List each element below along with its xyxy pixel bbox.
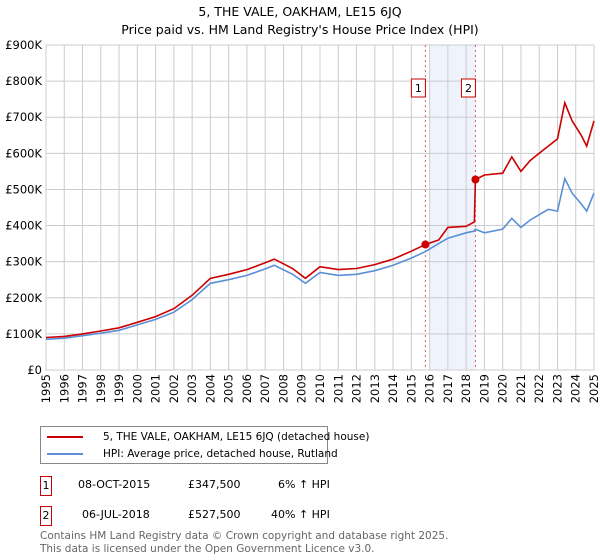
series-line bbox=[45, 100, 595, 339]
chart-title: 5, THE VALE, OAKHAM, LE15 6JQ bbox=[198, 4, 402, 19]
sale-label: 2 bbox=[465, 82, 472, 95]
y-tick-label: £100K bbox=[5, 327, 42, 341]
x-tick-label: 2004 bbox=[203, 374, 217, 403]
x-tick-label: 2001 bbox=[149, 374, 163, 403]
y-tick-label: £0 bbox=[27, 363, 42, 377]
transaction-row: 1 08-OCT-2015 £347,500 6% ↑ HPI bbox=[40, 476, 340, 496]
legend-swatch-hpi bbox=[47, 453, 83, 455]
footer: Contains HM Land Registry data © Crown c… bbox=[40, 530, 448, 556]
x-tick-label: 2005 bbox=[222, 374, 236, 403]
legend: 5, THE VALE, OAKHAM, LE15 6JQ (detached … bbox=[40, 426, 369, 464]
x-tick-label: 2023 bbox=[550, 374, 564, 403]
transaction-row: 2 06-JUL-2018 £527,500 40% ↑ HPI bbox=[40, 506, 340, 526]
x-tick-label: 2022 bbox=[532, 374, 546, 403]
x-tick-label: 2003 bbox=[185, 374, 199, 403]
transaction-hpi: 40% ↑ HPI bbox=[271, 508, 330, 521]
x-tick-label: 1997 bbox=[76, 374, 90, 403]
y-tick-label: £900K bbox=[5, 38, 42, 52]
x-tick-label: 2021 bbox=[514, 374, 528, 403]
x-tick-label: 2020 bbox=[496, 374, 510, 403]
footer-line-2: This data is licensed under the Open Gov… bbox=[40, 543, 375, 555]
x-tick-label: 2019 bbox=[477, 374, 491, 403]
x-tick-label: 2012 bbox=[350, 374, 364, 403]
y-tick-label: £300K bbox=[5, 255, 42, 269]
x-tick-label: 2007 bbox=[258, 374, 272, 403]
x-tick-label: 2002 bbox=[167, 374, 181, 403]
transaction-date: 06-JUL-2018 bbox=[82, 508, 150, 521]
x-tick-label: 1996 bbox=[57, 374, 71, 403]
x-tick-label: 2017 bbox=[441, 374, 455, 403]
x-tick-label: 2000 bbox=[130, 374, 144, 403]
sale-point bbox=[421, 240, 430, 249]
x-tick-label: 2013 bbox=[368, 374, 382, 403]
sale-point bbox=[471, 175, 480, 184]
transaction-badge: 2 bbox=[40, 506, 52, 526]
x-tick-label: 1995 bbox=[39, 374, 53, 403]
x-tick-label: 2008 bbox=[276, 374, 290, 403]
plot-frame bbox=[45, 44, 595, 371]
legend-swatch-property bbox=[47, 436, 83, 438]
chart-subtitle: Price paid vs. HM Land Registry's House … bbox=[121, 22, 479, 37]
legend-label-property: 5, THE VALE, OAKHAM, LE15 6JQ (detached … bbox=[103, 431, 370, 443]
x-tick-label: 2009 bbox=[295, 374, 309, 403]
x-tick-label: 2011 bbox=[331, 374, 345, 403]
x-tick-label: 1998 bbox=[94, 374, 108, 403]
y-tick-label: £500K bbox=[5, 182, 42, 196]
y-tick-label: £800K bbox=[5, 74, 42, 88]
y-tick-label: £600K bbox=[5, 146, 42, 160]
y-tick-label: £200K bbox=[5, 291, 42, 305]
transaction-hpi: 6% ↑ HPI bbox=[278, 478, 330, 491]
x-tick-label: 2016 bbox=[423, 374, 437, 403]
x-tick-label: 2010 bbox=[313, 374, 327, 403]
x-tick-label: 2014 bbox=[386, 374, 400, 403]
y-tick-label: £400K bbox=[5, 219, 42, 233]
legend-label-hpi: HPI: Average price, detached house, Rutl… bbox=[103, 448, 338, 460]
sale-label: 1 bbox=[415, 82, 422, 95]
transaction-price: £527,500 bbox=[188, 508, 241, 521]
sale-label-box bbox=[410, 78, 426, 98]
transaction-date: 08-OCT-2015 bbox=[78, 478, 151, 491]
transaction-price: £347,500 bbox=[188, 478, 241, 491]
transaction-badge: 1 bbox=[40, 476, 52, 496]
x-tick-label: 2018 bbox=[459, 374, 473, 403]
chart-plot: £0 £100K £200K £300K £400K £500K £600K £700K £80… bbox=[5, 38, 600, 403]
sale-label-box bbox=[460, 78, 476, 98]
shaded-period bbox=[429, 45, 476, 370]
y-tick-label: £700K bbox=[5, 110, 42, 124]
series-line bbox=[45, 176, 595, 341]
x-tick-label: 2024 bbox=[569, 374, 583, 403]
x-tick-label: 2015 bbox=[404, 374, 418, 403]
footer-line-1: Contains HM Land Registry data © Crown c… bbox=[40, 530, 449, 542]
x-tick-label: 2025 bbox=[587, 374, 600, 403]
x-tick-label: 2006 bbox=[240, 374, 254, 403]
x-tick-label: 1999 bbox=[112, 374, 126, 403]
